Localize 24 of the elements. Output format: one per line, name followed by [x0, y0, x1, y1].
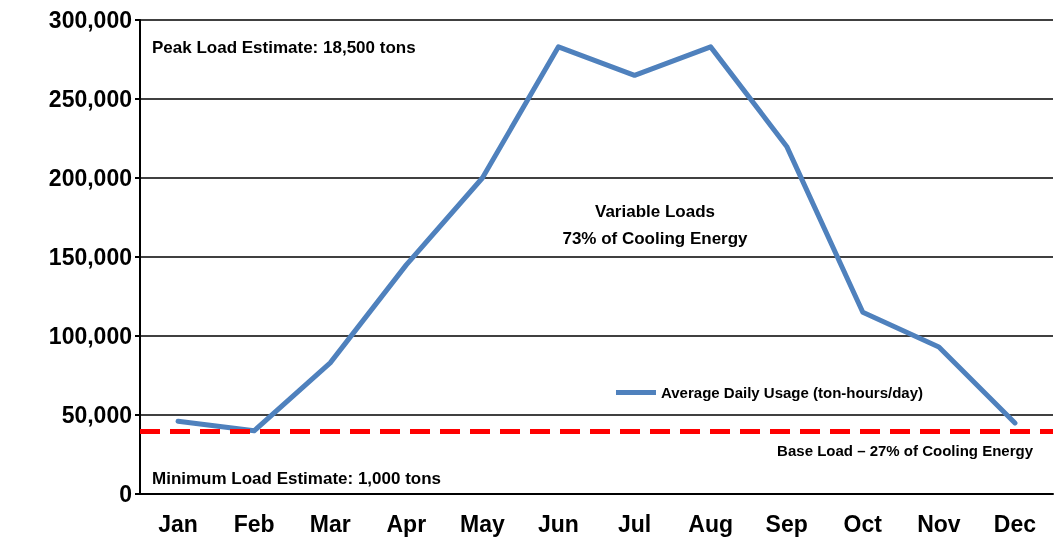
x-tick-label: Feb [233, 510, 275, 537]
x-tick-label: May [460, 510, 505, 537]
x-tick-label: Aug [688, 510, 733, 537]
y-tick-label: 250,000 [48, 86, 132, 112]
y-tick-label: 150,000 [48, 244, 132, 270]
x-tick-label: Apr [386, 510, 427, 537]
y-tick-label: 300,000 [48, 7, 132, 33]
x-tick-label: Nov [917, 510, 961, 537]
annotation: Variable Loads 73% of Cooling Energy [562, 202, 749, 248]
annotation: Minimum Load Estimate: 1,000 tons [152, 469, 442, 488]
ref-line-label: Base Load – 27% of Cooling Energy [777, 441, 1034, 459]
x-tick-label: Jan [158, 510, 198, 537]
x-tick-label: Oct [843, 510, 883, 537]
x-tick-label: Sep [765, 510, 808, 537]
x-tick-label: Jun [538, 510, 579, 537]
annotation: Peak Load Estimate: 18,500 tons [152, 38, 416, 57]
x-tick-label: Dec [993, 510, 1037, 537]
y-tick-label: 50,000 [61, 402, 132, 428]
y-tick-label: 0 [119, 481, 132, 507]
x-tick-label: Mar [309, 510, 351, 537]
x-tick-label: Jul [617, 510, 652, 537]
y-tick-label: 200,000 [48, 165, 132, 191]
y-tick-label: 100,000 [48, 323, 132, 349]
legend-label: Average Daily Usage (ton-hours/day) [660, 384, 924, 401]
